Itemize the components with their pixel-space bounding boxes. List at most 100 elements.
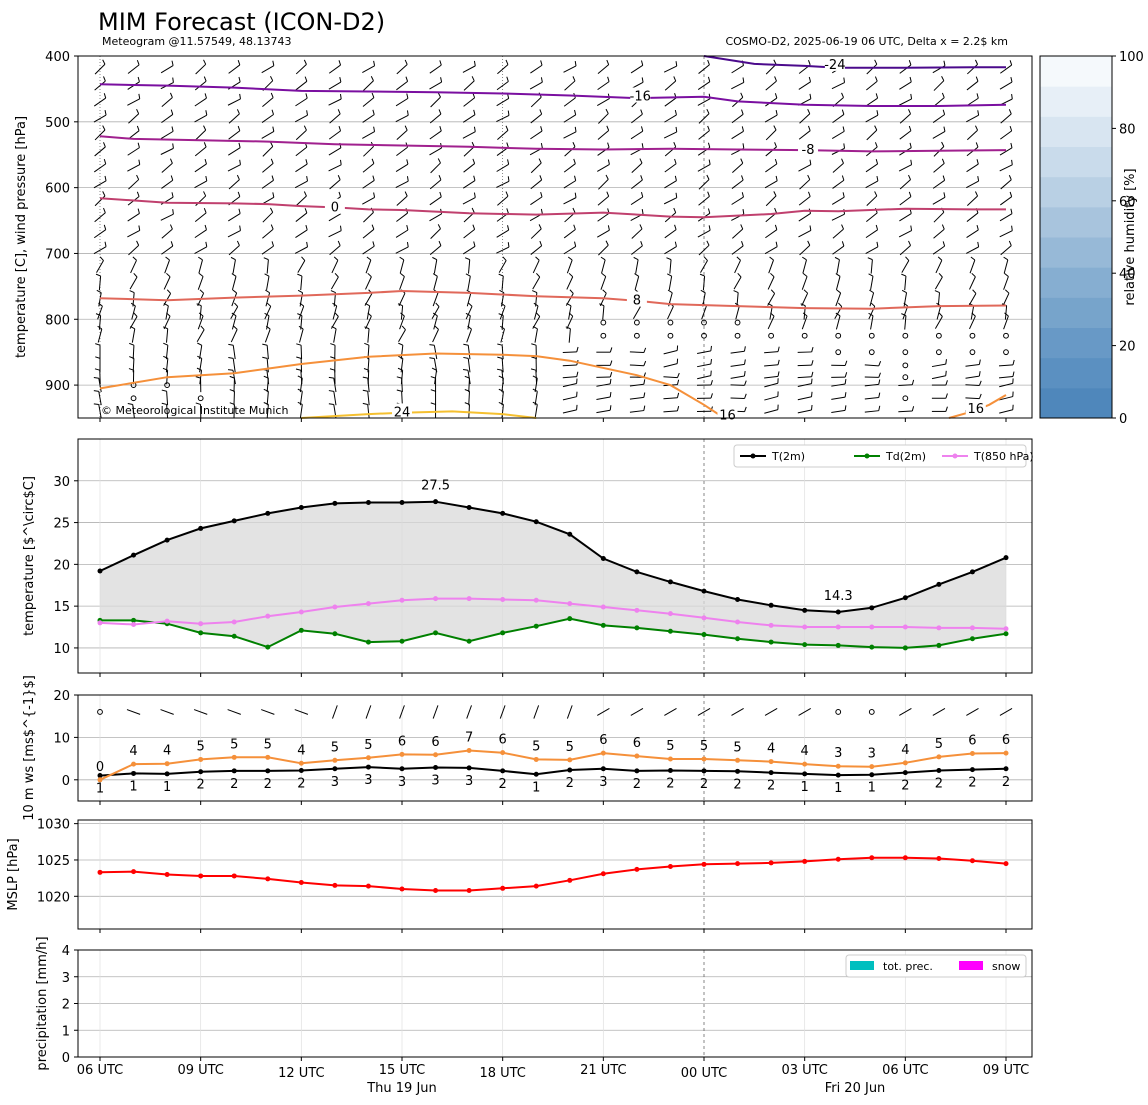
wind-barb xyxy=(365,705,372,719)
wind-barb xyxy=(935,260,943,274)
wind-barb xyxy=(798,708,811,716)
wind-barb-flag xyxy=(195,402,201,405)
wind-barb xyxy=(999,164,1013,172)
wind-barb xyxy=(562,351,577,354)
wind-barb xyxy=(231,315,237,330)
wind-barb-flag xyxy=(674,109,677,116)
wind-speed-label: 2 xyxy=(197,778,205,793)
wind-barb xyxy=(98,378,102,393)
data-point xyxy=(365,755,371,761)
data-point xyxy=(298,505,304,511)
wind-barb xyxy=(499,705,506,719)
wind-barb xyxy=(199,370,203,385)
wind-barb xyxy=(333,378,337,393)
wind-barb-flag xyxy=(262,356,268,359)
wind-barb-flag xyxy=(800,303,806,307)
calm-wind-marker xyxy=(164,382,171,388)
wind-barb-flag xyxy=(802,312,808,317)
wind-barb-flag xyxy=(496,368,503,371)
y-axis-label: precipitation [mm/h] xyxy=(35,936,50,1070)
wind-barb-flag xyxy=(236,109,240,115)
data-point xyxy=(701,615,707,621)
wind-barb xyxy=(265,292,271,307)
wind-barb xyxy=(501,358,504,373)
wind-barb xyxy=(933,80,945,91)
wind-barb-flag xyxy=(303,125,307,131)
wind-barb xyxy=(534,378,538,393)
wind-barb xyxy=(365,259,372,274)
data-point xyxy=(802,771,808,777)
wind-barb-flag xyxy=(775,175,778,181)
wind-barb-flag xyxy=(602,289,607,294)
wind-barb xyxy=(295,64,307,75)
wind-barb-flag xyxy=(400,273,405,277)
wind-barb-flag xyxy=(136,174,140,180)
isotherm-label: 8 xyxy=(633,294,641,309)
isotherm-line xyxy=(99,83,1007,107)
wind-barb-flag xyxy=(937,256,943,261)
x-tick-label: 03 UTC xyxy=(781,1063,827,1078)
wind-barb-flag xyxy=(132,256,137,261)
wind-barb-flag xyxy=(163,303,169,307)
wind-barb xyxy=(328,147,342,156)
wind-barb-flag xyxy=(741,109,744,115)
data-point xyxy=(131,552,137,558)
data-point xyxy=(600,622,606,628)
wind-barb xyxy=(697,98,711,106)
wind-barb-flag xyxy=(809,159,812,165)
wind-barb xyxy=(566,276,574,290)
wind-speed-label: 6 xyxy=(398,734,406,749)
wind-barb xyxy=(970,305,975,320)
data-point xyxy=(936,754,942,760)
wind-barb xyxy=(466,292,472,307)
wind-barb-flag xyxy=(199,289,204,294)
wind-barb-flag xyxy=(874,59,878,65)
wind-barb-flag xyxy=(406,176,409,182)
wind-barb-flag xyxy=(572,207,576,213)
wind-barb xyxy=(966,246,979,254)
wind-barb xyxy=(194,180,208,189)
wind-speed-label: 5 xyxy=(532,739,540,754)
wind-barb-flag xyxy=(373,60,376,66)
wind-barb xyxy=(462,180,476,189)
wind-barb-flag xyxy=(741,192,744,198)
wind-barb xyxy=(931,375,946,380)
wind-barb xyxy=(299,391,303,406)
wind-barb-flag xyxy=(137,208,140,214)
wind-barb xyxy=(629,410,644,413)
wind-barb-flag xyxy=(539,240,543,246)
wind-barb-flag xyxy=(498,375,504,379)
wind-barb xyxy=(697,81,711,90)
wind-barb-flag xyxy=(334,272,339,278)
wind-barb-flag xyxy=(909,76,912,83)
wind-barb xyxy=(261,179,274,189)
wind-barb xyxy=(467,370,471,385)
wind-barb-flag xyxy=(129,342,135,346)
wind-barb-flag xyxy=(676,372,680,378)
wind-barb xyxy=(597,130,610,140)
wind-barb-flag xyxy=(265,289,270,294)
wind-barb xyxy=(160,65,174,74)
data-point xyxy=(131,770,137,776)
wind-barb xyxy=(429,196,442,206)
wind-barb-flag xyxy=(1009,191,1013,197)
data-point xyxy=(332,604,338,610)
wind-barb xyxy=(395,97,409,107)
wind-barb xyxy=(865,114,879,123)
wind-barb xyxy=(261,245,274,255)
wind-barb xyxy=(94,129,106,141)
wind-barb-flag xyxy=(467,325,472,330)
wind-barb-flag xyxy=(1009,60,1013,66)
data-point xyxy=(902,624,908,630)
data-point xyxy=(835,856,841,862)
wind-barb-flag xyxy=(169,158,173,164)
wind-barb-flag xyxy=(540,126,543,132)
wind-barb-flag xyxy=(640,60,644,66)
wind-barb-flag xyxy=(271,241,274,247)
wind-barb xyxy=(530,96,542,108)
data-point xyxy=(1003,631,1009,637)
wind-barb xyxy=(161,228,173,239)
calm-wind-marker xyxy=(197,395,204,402)
data-point xyxy=(701,768,707,774)
wind-barb xyxy=(193,709,208,715)
